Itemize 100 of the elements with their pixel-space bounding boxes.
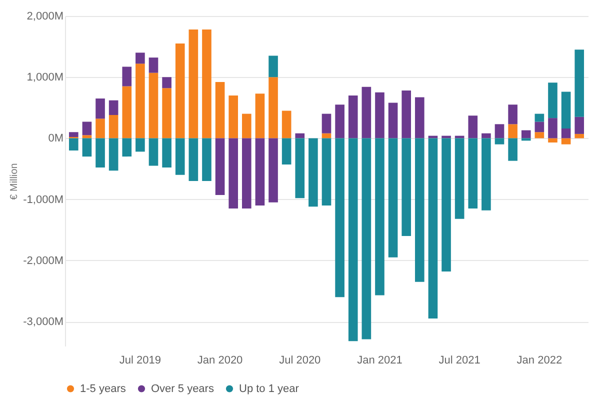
- legend-label: 1-5 years: [80, 382, 126, 395]
- y-tick-label: -3,000M: [23, 316, 64, 328]
- bar: [215, 138, 225, 196]
- bar: [242, 114, 252, 138]
- bar: [268, 138, 278, 202]
- bar: [521, 130, 531, 138]
- bar: [574, 50, 584, 117]
- bar: [242, 138, 252, 208]
- bar: [348, 138, 358, 342]
- x-tick-label: Jan 2022: [516, 354, 562, 366]
- y-axis-title: € Million: [9, 163, 20, 200]
- bar: [574, 134, 584, 138]
- y-tick-label: -2,000M: [23, 254, 64, 267]
- bar: [268, 56, 278, 78]
- bar: [521, 138, 531, 141]
- bar: [322, 114, 332, 134]
- bar: [82, 122, 92, 136]
- bar: [108, 138, 118, 171]
- bar: [454, 138, 464, 219]
- legend-label: Over 5 years: [151, 382, 214, 395]
- bar: [494, 138, 504, 144]
- bar: [388, 102, 398, 138]
- bar: [468, 116, 478, 138]
- bar: [122, 138, 132, 157]
- y-tick-label: 0M: [48, 132, 64, 145]
- bar: [428, 138, 438, 318]
- bar: [122, 86, 132, 138]
- bar: [561, 138, 571, 144]
- bar: [68, 138, 78, 150]
- bar: [534, 122, 544, 132]
- bar: [82, 138, 92, 157]
- bar: [82, 135, 92, 138]
- bar: [402, 90, 412, 138]
- bar: [108, 115, 118, 138]
- bar: [162, 77, 172, 88]
- bar: [534, 114, 544, 122]
- x-tick-label: Jul 2019: [119, 354, 161, 366]
- bar: [148, 58, 158, 73]
- bar: [561, 92, 571, 128]
- bar: [508, 124, 518, 138]
- bar: [348, 95, 358, 138]
- bar: [442, 138, 451, 272]
- bar: [188, 29, 198, 138]
- bar: [508, 138, 518, 161]
- x-tick-label: Jul 2020: [279, 354, 321, 366]
- bar: [148, 72, 158, 138]
- bar: [482, 138, 491, 210]
- bar: [295, 133, 305, 138]
- bar: [228, 95, 238, 138]
- bar: [414, 97, 424, 138]
- y-tick-label: -1,000M: [23, 194, 64, 206]
- bar: [362, 86, 372, 138]
- x-tick-label: Jan 2021: [357, 354, 402, 366]
- bar: [482, 133, 491, 138]
- bar: [255, 138, 265, 206]
- legend-label: Up to 1 year: [239, 382, 300, 395]
- bar: [322, 138, 332, 206]
- bar: [175, 138, 185, 175]
- bar: [388, 138, 398, 258]
- bar: [68, 132, 78, 137]
- bar: [548, 118, 558, 138]
- bar: [308, 138, 318, 207]
- bar: [508, 104, 518, 124]
- bar: [96, 98, 105, 119]
- bar: [548, 138, 558, 142]
- bar: [96, 118, 105, 138]
- x-tick-label: Jul 2021: [438, 354, 480, 366]
- bar: [534, 132, 544, 138]
- bar: [282, 110, 292, 138]
- bar: [188, 138, 198, 181]
- bar: [335, 138, 344, 298]
- bar: [335, 104, 344, 138]
- bar: [548, 82, 558, 118]
- bar: [414, 138, 424, 282]
- bar: [228, 138, 238, 208]
- bar: [175, 44, 185, 138]
- bar: [136, 138, 145, 152]
- bar: [96, 138, 105, 168]
- bar: [282, 138, 292, 164]
- bar: [162, 88, 172, 138]
- bar: [108, 100, 118, 115]
- bar: [375, 138, 384, 296]
- y-tick-label: 2,000M: [26, 10, 64, 22]
- bar: [215, 82, 225, 138]
- bar: [362, 138, 372, 340]
- bar: [202, 29, 212, 138]
- bar: [468, 138, 478, 208]
- bar: [122, 66, 132, 86]
- bar: [561, 128, 571, 138]
- bar: [136, 52, 145, 64]
- bar: [494, 124, 504, 138]
- bar: [255, 94, 265, 138]
- bar: [268, 77, 278, 138]
- bar: [574, 116, 584, 134]
- bar: [202, 138, 212, 181]
- x-tick-label: Jan 2020: [197, 354, 243, 366]
- y-tick-label: 1,000M: [26, 72, 64, 84]
- bar: [136, 64, 145, 138]
- bar: [375, 92, 384, 138]
- bar: [162, 138, 172, 168]
